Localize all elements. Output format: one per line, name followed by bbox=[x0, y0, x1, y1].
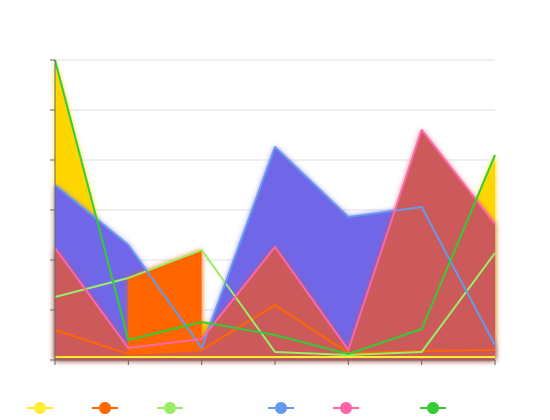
legend-item[interactable] bbox=[92, 398, 132, 418]
legend-marker-icon bbox=[99, 402, 111, 414]
legend-marker-icon bbox=[34, 402, 46, 414]
area-fill-3 bbox=[55, 130, 495, 360]
series-lines bbox=[54, 59, 496, 358]
legend-item[interactable] bbox=[157, 398, 197, 418]
legend-item[interactable] bbox=[420, 398, 460, 418]
series-line-3 bbox=[54, 249, 496, 356]
axes bbox=[50, 59, 496, 365]
legend bbox=[0, 398, 550, 418]
series-line-5 bbox=[54, 129, 496, 351]
legend-marker-icon bbox=[427, 402, 439, 414]
legend-item[interactable] bbox=[268, 398, 308, 418]
legend-marker-icon bbox=[164, 402, 176, 414]
series-line-6 bbox=[54, 59, 496, 355]
legend-marker-icon bbox=[340, 402, 352, 414]
series-line-4 bbox=[54, 146, 496, 349]
area-fills bbox=[55, 60, 495, 360]
legend-item[interactable] bbox=[333, 398, 373, 418]
legend-item[interactable] bbox=[27, 398, 67, 418]
legend-marker-icon bbox=[275, 402, 287, 414]
area-fill-4 bbox=[128, 250, 202, 354]
